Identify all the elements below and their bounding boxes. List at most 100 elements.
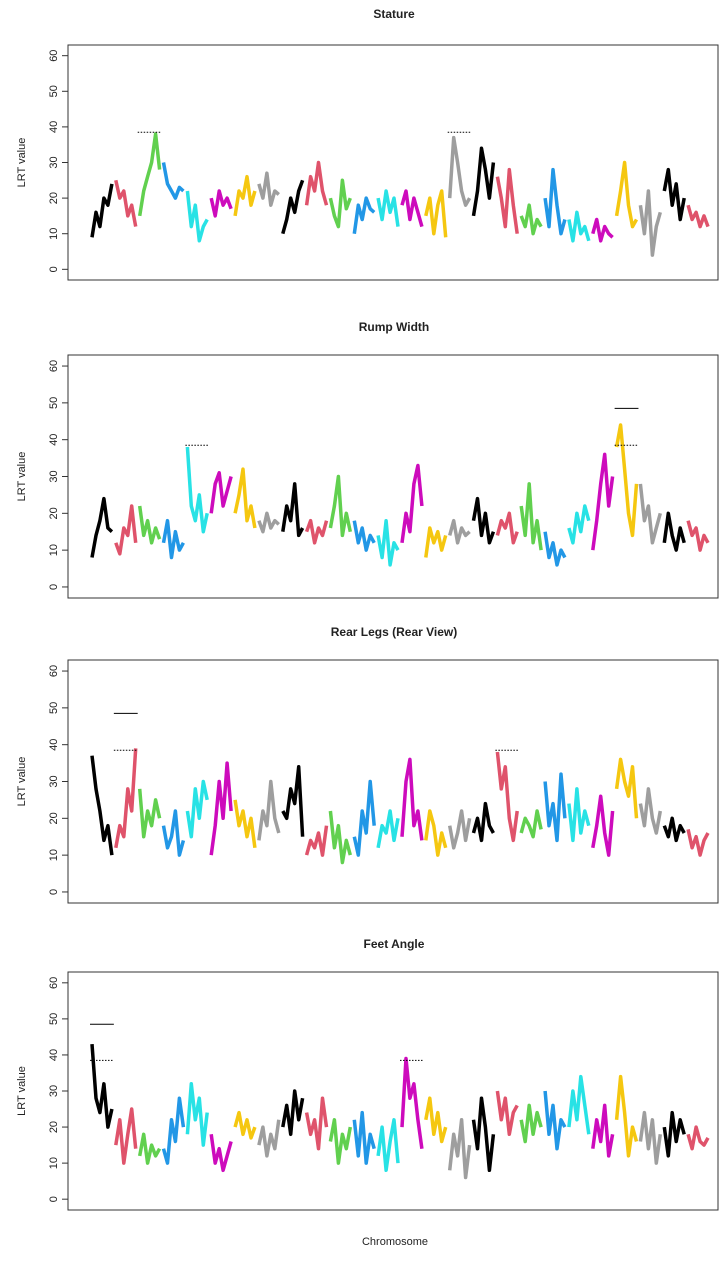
y-axis-label: LRT value [16, 452, 28, 502]
lrt-line [185, 190, 209, 243]
lrt-line [114, 748, 138, 849]
lrt-line [400, 757, 424, 841]
y-tick-label: 10 [48, 849, 60, 861]
lrt-line [471, 146, 496, 217]
chart-title: Rump Width [359, 320, 430, 334]
lrt-line [90, 755, 114, 856]
lrt-line [257, 1119, 281, 1158]
y-tick-label: 0 [48, 889, 60, 895]
y-tick-label: 0 [48, 1196, 60, 1202]
y-tick-label: 0 [48, 266, 60, 272]
lrt-line [686, 204, 710, 229]
lrt-line [209, 1134, 233, 1173]
lrt-line [638, 787, 663, 835]
plot-box [67, 354, 719, 599]
lrt-line [543, 1090, 567, 1151]
lrt-line [638, 1110, 663, 1165]
chart-title: Feet Angle [364, 937, 425, 951]
lrt-line [376, 518, 400, 567]
lrt-line [543, 531, 567, 567]
y-tick-label: 50 [48, 397, 60, 409]
chart-title: Rear Legs (Rear View) [331, 625, 458, 639]
lrt-line [328, 810, 352, 865]
lrt-line [304, 518, 329, 545]
lrt-line [161, 518, 185, 560]
lrt-line [137, 1132, 162, 1165]
y-tick-label: 60 [48, 50, 60, 62]
lrt-line [686, 1125, 710, 1151]
lrt-line [686, 520, 710, 552]
x-axis-label: Chromosome [362, 1236, 428, 1248]
lrt-line [352, 196, 376, 234]
lrt-line [114, 1107, 138, 1165]
lrt-line [662, 816, 686, 843]
lrt-line [447, 1118, 472, 1180]
y-tick-label: 10 [48, 1157, 60, 1169]
y-tick-label: 60 [48, 360, 60, 372]
y-tick-label: 60 [48, 665, 60, 677]
y-tick-label: 10 [48, 544, 60, 556]
lrt-line [424, 1096, 448, 1144]
lrt-line [471, 496, 496, 545]
lrt-line [233, 467, 257, 529]
lrt-line [90, 1043, 114, 1129]
y-tick-label: 40 [48, 434, 60, 446]
lrt-line [519, 809, 543, 839]
lrt-line [137, 788, 162, 839]
lrt-line [352, 520, 376, 552]
lrt-line [448, 518, 471, 545]
lrt-line [352, 779, 376, 857]
lrt-line [543, 772, 567, 843]
lrt-line [543, 167, 567, 236]
lrt-line [328, 1118, 353, 1165]
lrt-line [495, 1090, 519, 1137]
lrt-line [400, 463, 424, 544]
lrt-line [328, 178, 352, 229]
lrt-line [376, 189, 400, 227]
chart-title: Stature [373, 7, 415, 21]
y-tick-label: 30 [48, 1085, 60, 1097]
lrt-line [567, 210, 591, 243]
lrt-line [567, 504, 591, 545]
lrt-line [233, 799, 257, 849]
lrt-line [495, 167, 519, 234]
lrt-line [209, 189, 233, 218]
lrt-line [209, 761, 233, 856]
y-tick-label: 30 [48, 775, 60, 787]
lrt-line [352, 1110, 376, 1165]
lrt-line [662, 1110, 686, 1158]
lrt-line [257, 511, 280, 534]
y-axis-label: LRT value [16, 1066, 28, 1116]
lrt-line [304, 825, 329, 857]
y-tick-label: 40 [48, 739, 60, 751]
lrt-line [281, 1089, 305, 1137]
y-axis-label: LRT value [16, 757, 28, 807]
lrt-line [281, 482, 305, 538]
lrt-line [161, 1096, 186, 1165]
y-tick-label: 50 [48, 85, 60, 97]
y-axis-label: LRT value [16, 138, 28, 188]
plot-box [67, 44, 719, 281]
y-tick-label: 20 [48, 812, 60, 824]
lrt-line [376, 1118, 400, 1173]
lrt-line [471, 1096, 496, 1173]
lrt-line [161, 809, 186, 857]
lrt-line [328, 474, 353, 538]
lrt-line [638, 483, 662, 545]
lrt-line [376, 809, 400, 849]
y-tick-label: 10 [48, 228, 60, 240]
lrt-line [495, 511, 519, 545]
lrt-line [281, 179, 305, 235]
lrt-line [209, 471, 233, 514]
lrt-line [614, 1074, 639, 1158]
lrt-line [686, 829, 710, 857]
lrt-line [424, 526, 448, 558]
lrt-line [519, 203, 543, 236]
y-tick-label: 20 [48, 507, 60, 519]
lrt-line [161, 162, 185, 200]
y-tick-label: 20 [48, 1121, 60, 1133]
lrt-line [662, 167, 686, 222]
plot-box [67, 659, 719, 904]
y-tick-label: 0 [48, 584, 60, 590]
